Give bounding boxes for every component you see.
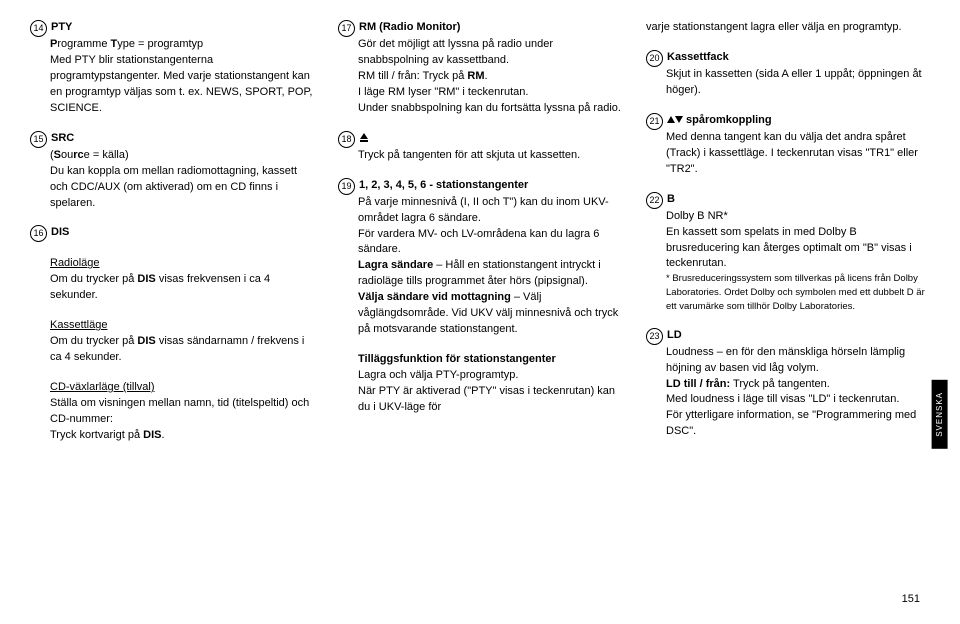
spar-body: Med denna tangent kan du välja det andra… (666, 130, 930, 178)
num-22: 22 (646, 192, 663, 209)
title-rm: RM (Radio Monitor) (359, 21, 460, 33)
rm-l4: Under snabbspolning kan du fortsätta lys… (358, 102, 621, 114)
ld-l4: För ytterligare information, se "Program… (666, 409, 916, 437)
text: (Source = källa) Du kan koppla om mellan… (50, 148, 314, 212)
title-src: SRC (51, 132, 74, 144)
st-l3: Lagra sändare – Håll en stationstangent … (358, 259, 601, 287)
extra-title: Tilläggsfunktion för stationstangenter (358, 353, 556, 365)
eject-body: Tryck på tangenten för att skjuta ut kas… (358, 148, 622, 164)
ld-l1: Loudness – en för den mänskliga hörseln … (666, 346, 905, 374)
title-stations: 1, 2, 3, 4, 5, 6 - stationstangenter (359, 179, 528, 191)
sub-radio: Radioläge (50, 256, 314, 272)
title-spar: spåromkoppling (667, 114, 772, 126)
column-1: 14 PTY Programme Type = programtyp Med PT… (30, 20, 314, 454)
text: Programme Type = programtyp Med PTY blir… (50, 37, 314, 117)
dis-radio-body: Om du trycker på DIS visas frekvensen i … (50, 272, 314, 304)
extra-heading: Tilläggsfunktion för stationstangenter (358, 352, 622, 368)
num-16: 16 (30, 225, 47, 242)
ld-body: Loudness – en för den mänskliga hörseln … (666, 345, 930, 441)
pty-body: Med PTY blir stationstangenterna program… (50, 54, 312, 114)
b-body: Dolby B NR* En kassett som spelats in me… (666, 209, 930, 273)
st-l2: För vardera MV- och LV-områdena kan du l… (358, 228, 599, 256)
content-columns: 14 PTY Programme Type = programtyp Med PT… (30, 20, 930, 454)
rm-l2: RM till / från: Tryck på RM. (358, 70, 488, 82)
eject-icon (359, 133, 369, 143)
triangle-up-icon (667, 116, 675, 123)
title-kassettfack: Kassettfack (667, 51, 729, 63)
item-16: 16 DIS (30, 225, 314, 242)
num-15: 15 (30, 131, 47, 148)
title-ld: LD (667, 329, 682, 341)
num-14: 14 (30, 20, 47, 37)
st-l1: På varje minnesnivå (I, II och T") kan d… (358, 196, 609, 224)
title-dis: DIS (51, 226, 69, 238)
item-18: 18 Tryck på tangenten för att skjuta ut … (338, 131, 622, 164)
dolby-footnote: * Brusreduceringssystem som tillverkas p… (666, 272, 930, 313)
num-23: 23 (646, 328, 663, 345)
item-20: 20 Kassettfack Skjut in kassetten (sida A… (646, 50, 930, 99)
item-23: 23 LD Loudness – en för den mänskliga hör… (646, 328, 930, 441)
item-19: 19 1, 2, 3, 4, 5, 6 - stationstangenter P… (338, 178, 622, 338)
item-15: 15 SRC (Source = källa) Du kan koppla om … (30, 131, 314, 212)
ex-l2: När PTY är aktiverad ("PTY" visas i teck… (358, 385, 615, 413)
pty-expand: Programme Type = programtyp (50, 38, 203, 50)
b-l1: Dolby B NR* (666, 210, 728, 222)
language-tab: SVENSKA (932, 380, 948, 449)
item-14: 14 PTY Programme Type = programtyp Med PT… (30, 20, 314, 117)
ld-l3: Med loudness i läge till visas "LD" i te… (666, 393, 899, 405)
num-17: 17 (338, 20, 355, 37)
stations-body: På varje minnesnivå (I, II och T") kan d… (358, 195, 622, 338)
cd-line1: Ställa om visningen mellan namn, tid (ti… (50, 397, 309, 425)
item-21: 21 spåromkoppling Med denna tangent kan … (646, 113, 930, 178)
title-pty: PTY (51, 21, 72, 33)
num-20: 20 (646, 50, 663, 67)
column-3: varje stationstangent lagra eller välja … (646, 20, 930, 454)
extra-body: Lagra och välja PTY-programtyp. När PTY … (358, 368, 622, 416)
src-body: Du kan koppla om mellan radiomottagning,… (50, 165, 297, 209)
b-l2: En kassett som spelats in med Dolby B br… (666, 226, 912, 270)
cont-text: varje stationstangent lagra eller välja … (646, 20, 930, 36)
dis-cd-body: Ställa om visningen mellan namn, tid (ti… (50, 396, 314, 444)
num-21: 21 (646, 113, 663, 130)
cd-line2: Tryck kortvarigt på DIS. (50, 429, 165, 441)
dis-kassett-body: Om du trycker på DIS visas sändarnamn / … (50, 334, 314, 366)
sub-cd: CD-växlarläge (tillval) (50, 380, 314, 396)
column-2: 17 RM (Radio Monitor) Gör det möjligt att… (338, 20, 622, 454)
spar-label: spåromkoppling (683, 114, 772, 126)
src-expand: (Source = källa) (50, 149, 129, 161)
title-b: B (667, 193, 675, 205)
page-number: 151 (902, 592, 920, 608)
item-17: 17 RM (Radio Monitor) Gör det möjligt att… (338, 20, 622, 117)
num-19: 19 (338, 178, 355, 195)
ex-l1: Lagra och välja PTY-programtyp. (358, 369, 518, 381)
num-18: 18 (338, 131, 355, 148)
sub-kassett: Kassettläge (50, 318, 314, 334)
triangle-down-icon (675, 116, 683, 123)
rm-l1: Gör det möjligt att lyssna på radio unde… (358, 38, 553, 66)
st-l4: Välja sändare vid mottagning – Välj vågl… (358, 291, 618, 335)
rm-l3: I läge RM lyser "RM" i teckenrutan. (358, 86, 528, 98)
item-22: 22 B Dolby B NR* En kassett som spelats i… (646, 192, 930, 314)
kf-body: Skjut in kassetten (sida A eller 1 uppåt… (666, 67, 930, 99)
rm-body: Gör det möjligt att lyssna på radio unde… (358, 37, 622, 117)
ld-l2: LD till / från: Tryck på tangenten. (666, 378, 830, 390)
